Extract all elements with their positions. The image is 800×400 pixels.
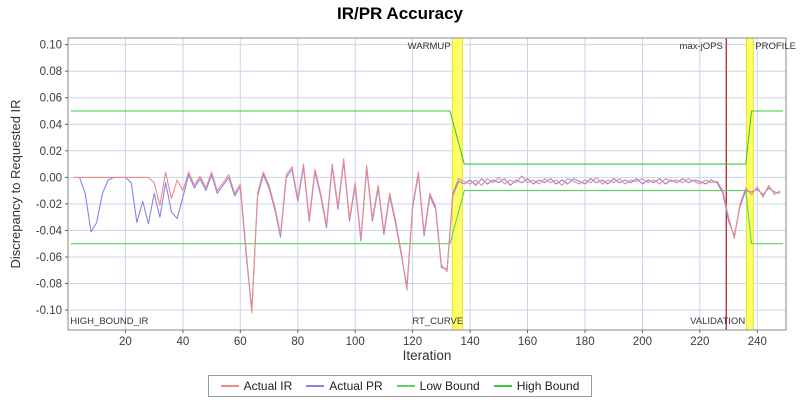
legend-swatch-high-bound bbox=[493, 385, 512, 387]
plot-area: 20 40 60 80 100 120 140 160 180 200 220 240 -0.10 -0.… bbox=[36, 37, 796, 348]
legend-item-low-bound: Low Bound bbox=[396, 379, 480, 393]
legend-label-low-bound: Low Bound bbox=[419, 379, 480, 393]
x-tick-label: 20 bbox=[119, 336, 132, 348]
y-tick-label: 0.02 bbox=[40, 146, 62, 158]
y-tick-label: -0.04 bbox=[36, 226, 63, 238]
x-tick-label: 180 bbox=[575, 336, 594, 348]
x-tick-label: 40 bbox=[177, 336, 190, 348]
x-tick-label: 60 bbox=[234, 336, 247, 348]
legend-swatch-low-bound bbox=[396, 385, 415, 387]
legend-label-high-bound: High Bound bbox=[516, 379, 580, 393]
marker-label-rt-curve: RT_CURVE bbox=[412, 316, 463, 327]
legend-item-actual-ir: Actual IR bbox=[220, 379, 293, 393]
x-tick-label: 140 bbox=[461, 336, 480, 348]
y-tick-label: 0.10 bbox=[40, 40, 62, 52]
x-tick-label: 220 bbox=[690, 336, 709, 348]
x-tick-label: 120 bbox=[403, 336, 422, 348]
x-axis-label: Iteration bbox=[402, 348, 452, 363]
marker-label-warmup: WARMUP bbox=[408, 41, 451, 52]
y-tick-label: 0.04 bbox=[40, 119, 63, 131]
x-tick-label: 200 bbox=[633, 336, 652, 348]
y-tick-label: -0.02 bbox=[36, 199, 62, 211]
legend-item-actual-pr: Actual PR bbox=[306, 379, 383, 393]
series-high-bound bbox=[70, 110, 784, 165]
x-tick-label: 100 bbox=[346, 336, 365, 348]
x-tick-label: 240 bbox=[748, 336, 767, 348]
legend-box: Actual IR Actual PR Low Bound High Bound bbox=[207, 375, 593, 397]
marker-label-profile: PROFILE bbox=[755, 41, 796, 52]
legend-label-actual-pr: Actual PR bbox=[329, 379, 383, 393]
chart-title: IR/PR Accuracy bbox=[337, 4, 463, 23]
legend: Actual IR Actual PR Low Bound High Bound bbox=[0, 374, 800, 397]
marker-band-profile bbox=[745, 37, 754, 331]
y-tick-label: -0.08 bbox=[36, 279, 62, 291]
legend-swatch-actual-ir bbox=[220, 385, 239, 387]
series-actual-ir bbox=[73, 158, 781, 314]
x-tick-label: 80 bbox=[291, 336, 304, 348]
y-tick-label: 0.00 bbox=[40, 172, 62, 184]
x-tick-label: 160 bbox=[518, 336, 537, 348]
plot-border bbox=[67, 37, 787, 331]
y-tick-label: -0.06 bbox=[36, 252, 62, 264]
marker-label-high-bound-ir: HIGH_BOUND_IR bbox=[70, 316, 148, 327]
y-tick-label: -0.10 bbox=[36, 305, 62, 317]
y-tick-label: 0.08 bbox=[40, 66, 62, 78]
marker-label-max-jops: max-jOPS bbox=[680, 41, 723, 52]
legend-swatch-actual-pr bbox=[306, 385, 325, 387]
legend-label-actual-ir: Actual IR bbox=[243, 379, 293, 393]
series-low-bound bbox=[70, 190, 784, 245]
legend-item-high-bound: High Bound bbox=[493, 379, 580, 393]
marker-label-validation: VALIDATION bbox=[690, 316, 745, 327]
y-tick-label: 0.06 bbox=[40, 93, 62, 105]
